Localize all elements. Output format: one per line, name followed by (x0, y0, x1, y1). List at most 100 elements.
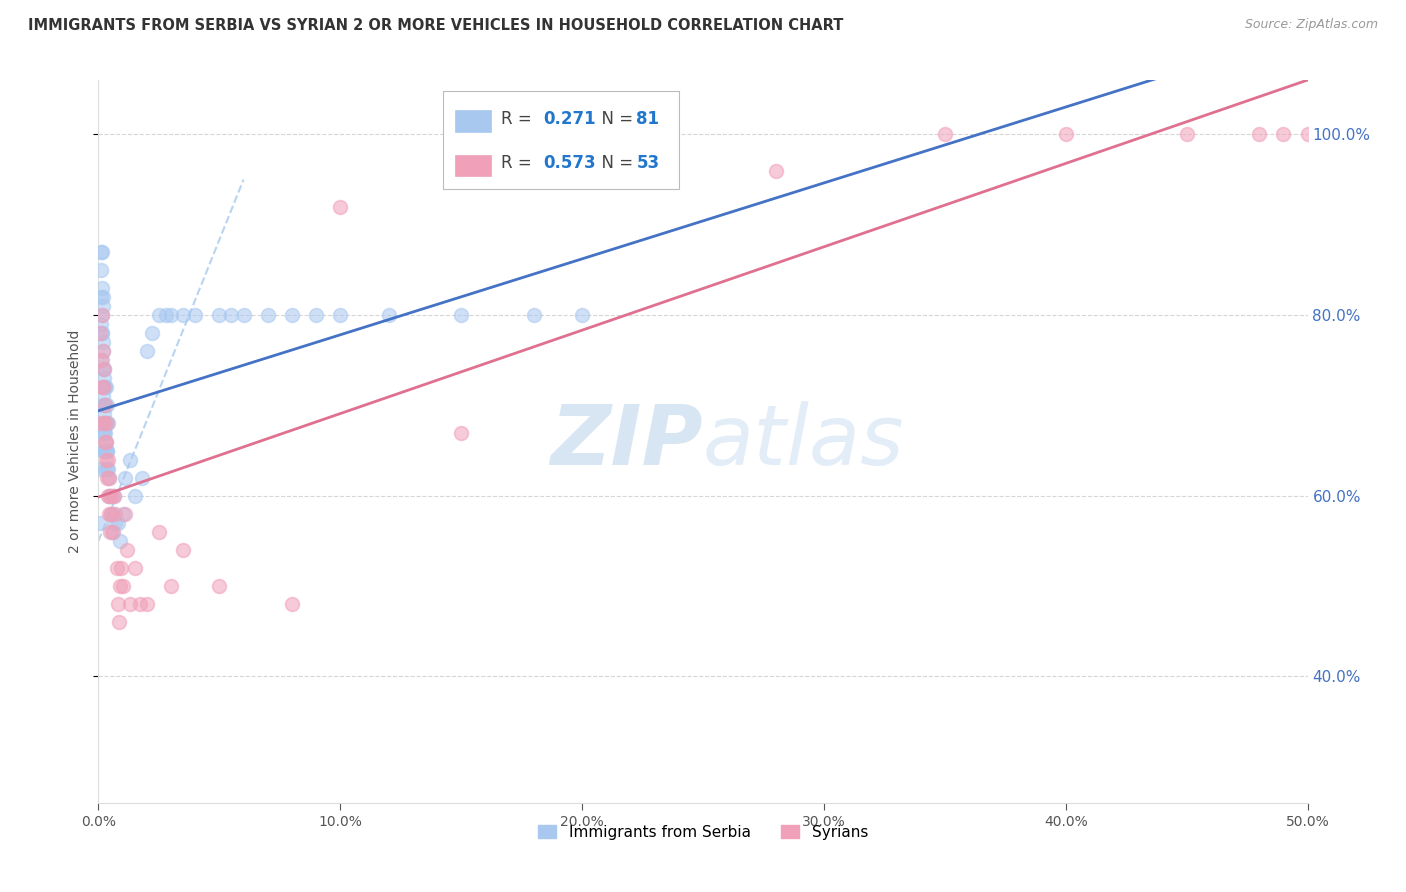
Point (108, 579, 131, 593)
Point (124, 489, 146, 503)
Point (111, 579, 134, 593)
Point (100, 524, 122, 539)
Point (128, 597, 150, 611)
Point (148, 308, 170, 322)
Text: 0.573: 0.573 (543, 154, 596, 172)
Point (101, 507, 124, 521)
Point (108, 533, 131, 548)
Point (97, 489, 120, 503)
Point (91, 417, 114, 431)
Point (96, 398, 118, 412)
Point (111, 507, 134, 521)
Point (1296, 128, 1319, 142)
Point (281, 597, 304, 611)
Point (523, 308, 546, 322)
Text: R =: R = (501, 154, 537, 172)
Point (96, 417, 118, 431)
FancyBboxPatch shape (456, 154, 492, 177)
Point (105, 561, 128, 575)
Point (208, 308, 231, 322)
Point (98, 524, 121, 539)
Point (96, 443, 118, 458)
Point (96, 434, 118, 449)
Point (93, 417, 115, 431)
Point (117, 542, 139, 557)
Point (98, 489, 121, 503)
Point (1175, 128, 1198, 142)
Point (93, 434, 115, 449)
Point (90, 244, 112, 259)
Point (90, 317, 112, 331)
Point (571, 308, 593, 322)
Point (93, 380, 115, 394)
Point (107, 516, 129, 530)
Point (100, 507, 122, 521)
Point (93, 443, 115, 458)
Text: 0.271: 0.271 (543, 110, 596, 128)
Point (135, 597, 157, 611)
Point (93, 380, 115, 394)
Point (172, 308, 194, 322)
Point (155, 308, 177, 322)
Point (97, 417, 120, 431)
Point (104, 516, 127, 530)
Point (94, 425, 117, 440)
Point (91, 398, 114, 412)
Point (110, 561, 132, 575)
Point (94, 443, 117, 458)
Point (89, 461, 111, 475)
Point (93, 389, 115, 403)
Point (93, 408, 115, 422)
Point (90, 244, 112, 259)
Point (98, 489, 121, 503)
Point (107, 597, 129, 611)
Point (91, 443, 114, 458)
Point (101, 524, 124, 539)
Point (91, 308, 114, 322)
Point (329, 308, 352, 322)
Point (141, 326, 163, 341)
Point (94, 380, 117, 394)
Point (148, 524, 170, 539)
Point (108, 615, 131, 630)
Point (90, 263, 112, 277)
Point (135, 344, 157, 359)
Point (94, 461, 117, 475)
Point (93, 362, 115, 376)
Point (90, 308, 112, 322)
Point (91, 281, 114, 295)
Point (91, 353, 114, 368)
Point (256, 308, 278, 322)
Point (1054, 128, 1077, 142)
Point (934, 128, 956, 142)
Point (93, 425, 115, 440)
Point (118, 597, 141, 611)
Point (91, 425, 114, 440)
Point (96, 471, 118, 485)
Point (91, 380, 114, 394)
Point (91, 290, 114, 304)
Point (100, 489, 122, 503)
Point (94, 417, 117, 431)
Point (93, 362, 115, 376)
Point (124, 561, 146, 575)
Y-axis label: 2 or more Vehicles in Household: 2 or more Vehicles in Household (69, 330, 83, 553)
Point (103, 489, 125, 503)
Text: R =: R = (501, 110, 537, 128)
Point (96, 434, 118, 449)
Point (100, 507, 122, 521)
Point (232, 308, 254, 322)
Point (221, 308, 243, 322)
Point (93, 362, 115, 376)
Text: atlas: atlas (703, 401, 904, 482)
FancyBboxPatch shape (443, 91, 679, 189)
Point (172, 542, 194, 557)
Point (96, 461, 118, 475)
Point (97, 452, 120, 467)
Point (91, 344, 114, 359)
Point (1249, 128, 1271, 142)
Point (329, 200, 352, 214)
Point (93, 417, 115, 431)
Legend: Immigrants from Serbia, Syrians: Immigrants from Serbia, Syrians (531, 819, 875, 846)
Point (131, 471, 153, 485)
